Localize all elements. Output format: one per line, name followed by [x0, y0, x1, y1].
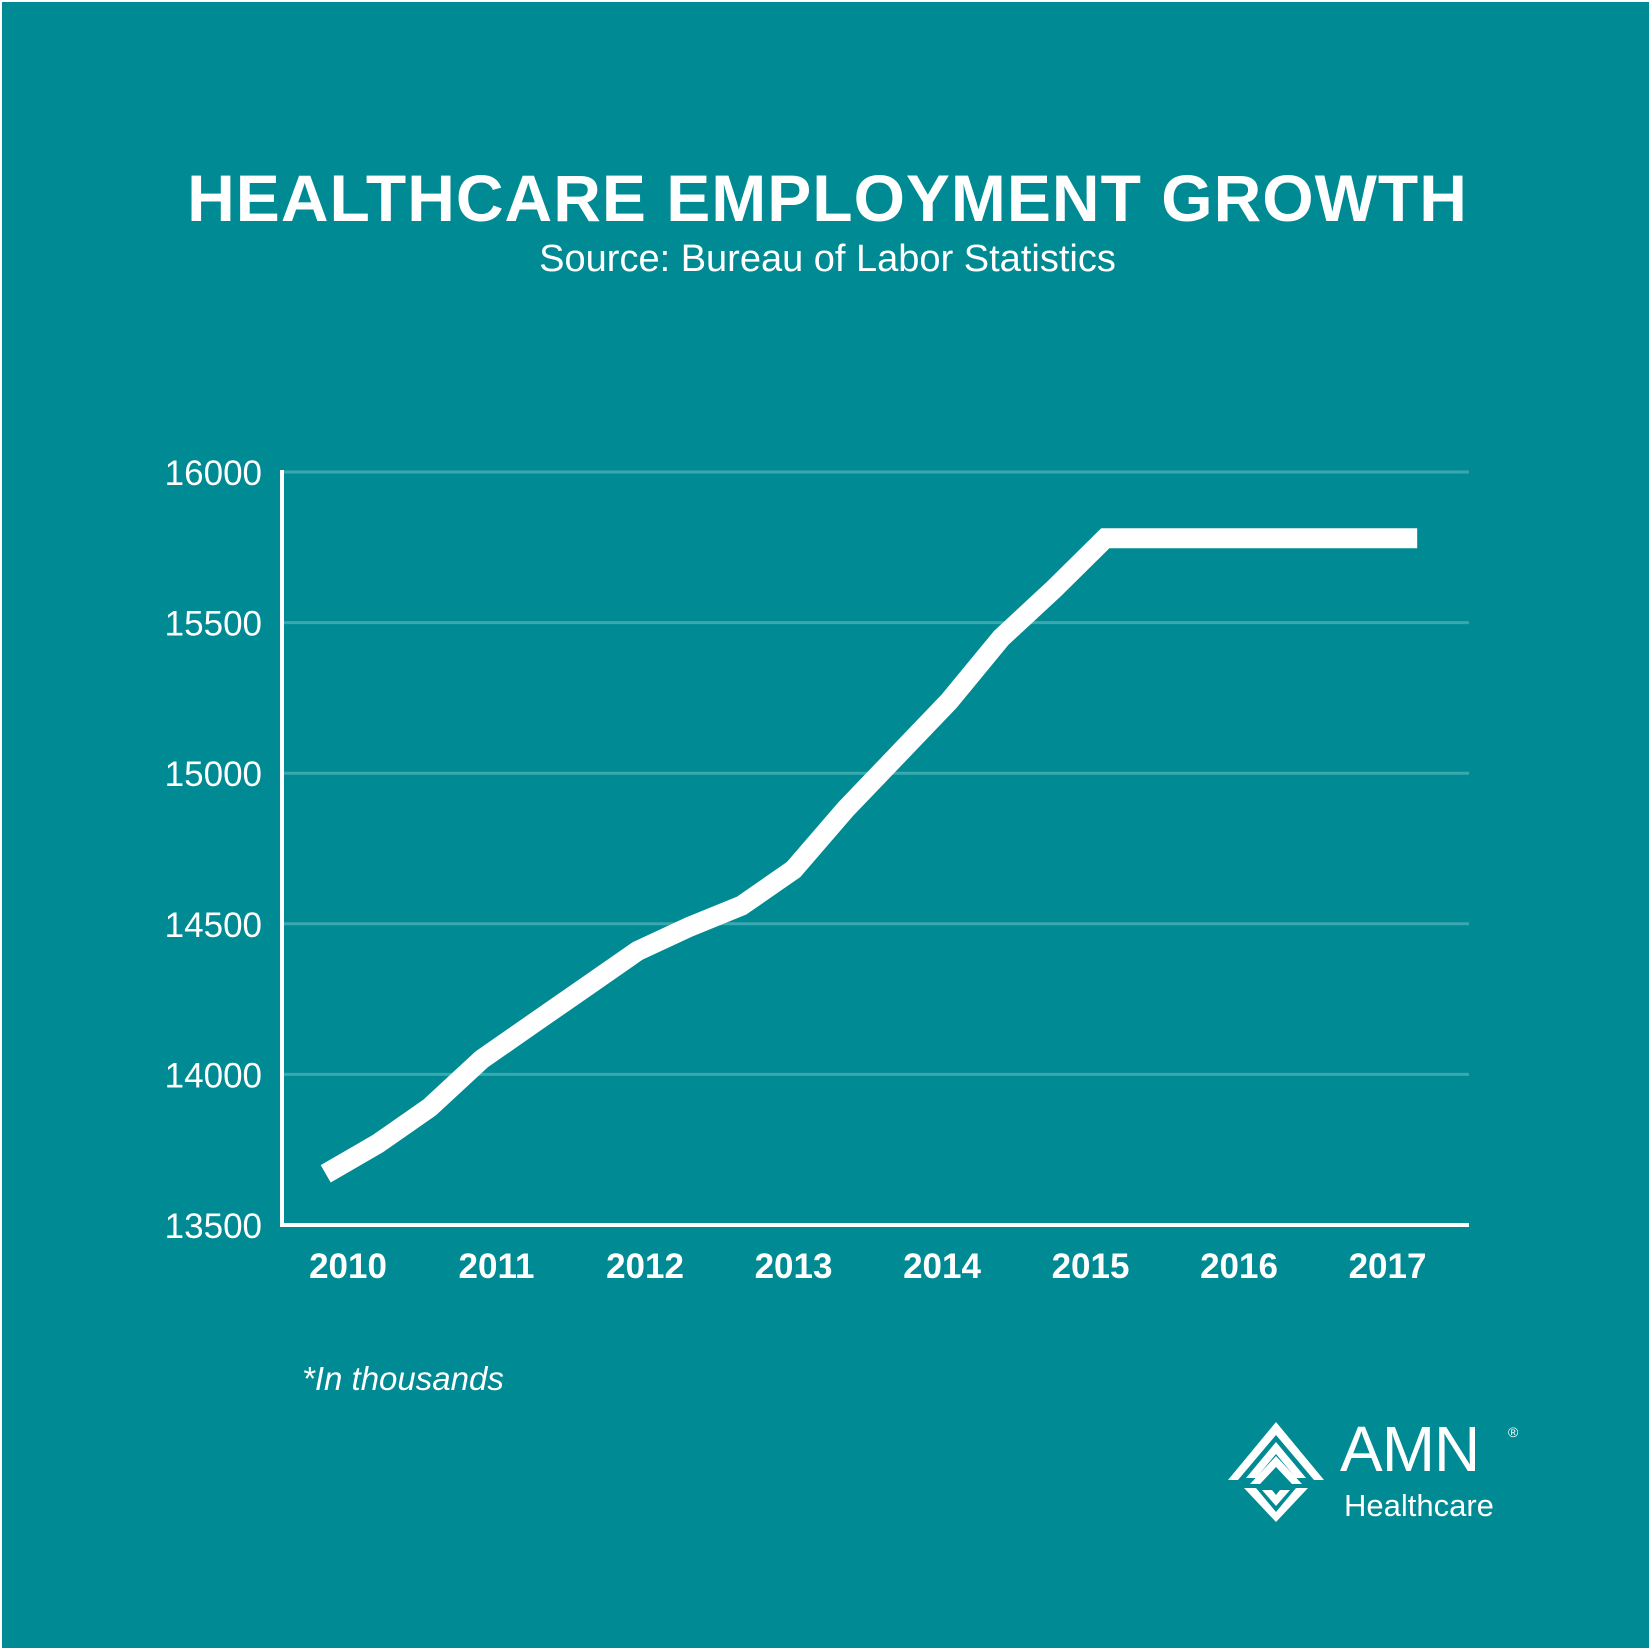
y-tick-label: 13500 — [165, 1207, 262, 1246]
x-tick-label: 2013 — [755, 1247, 833, 1286]
y-tick-label: 14500 — [165, 906, 262, 945]
chart-title: HEALTHCARE EMPLOYMENT GROWTH — [187, 161, 1468, 235]
x-tick-label: 2010 — [309, 1247, 387, 1286]
x-tick-label: 2015 — [1052, 1247, 1130, 1286]
x-tick-label: 2016 — [1200, 1247, 1278, 1286]
x-tick-label: 2012 — [606, 1247, 684, 1286]
series-line-employment — [320, 528, 1418, 1183]
registered-mark: ® — [1508, 1424, 1519, 1440]
x-tick-label: 2011 — [459, 1247, 535, 1286]
amn-healthcare-logo: AMN ® Healthcare — [1226, 1413, 1556, 1530]
y-tick-label: 15000 — [165, 755, 262, 794]
x-tick-label: 2017 — [1349, 1247, 1427, 1286]
x-tick-label: 2014 — [903, 1247, 981, 1286]
y-tick-label: 14000 — [165, 1056, 262, 1095]
x-axis-ticks: 2010 2011 2012 2013 2014 2015 2016 2017 — [309, 1247, 1426, 1286]
brand-name: AMN — [1340, 1413, 1480, 1485]
y-tick-label: 16000 — [165, 454, 262, 493]
amn-logo-icon — [1228, 1422, 1324, 1522]
brand-tagline: Healthcare — [1344, 1488, 1494, 1523]
units-note: *In thousands — [302, 1360, 504, 1397]
chart-subtitle: Source: Bureau of Labor Statistics — [539, 238, 1116, 280]
y-tick-label: 15500 — [165, 605, 262, 644]
y-axis-ticks: 13500 14000 14500 15000 15500 16000 — [165, 454, 262, 1246]
